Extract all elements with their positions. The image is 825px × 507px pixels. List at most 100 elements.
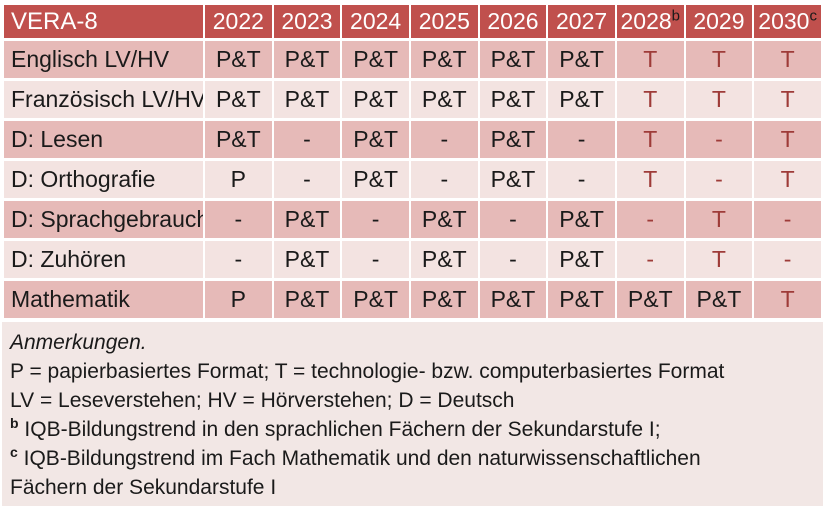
table-row: Englisch LV/HV P&T P&T P&T P&T P&T P&T T T T [2, 38, 823, 81]
year-label: 2029 [693, 8, 745, 34]
value-cell: P&T [271, 238, 343, 281]
value-cell: P&T [408, 78, 480, 121]
value-cell: T [752, 158, 823, 201]
value-cell: - [546, 158, 617, 201]
value-cell: - [752, 198, 823, 241]
value-cell: P&T [408, 238, 480, 281]
year-footnote-marker: c [809, 7, 817, 25]
year-header: 2024 [340, 2, 411, 41]
year-label: 2022 [212, 8, 264, 34]
table-row: D: Lesen P&T - P&T - P&T - T - T [2, 118, 823, 161]
year-header: 2030c [752, 2, 823, 41]
year-label: 2028 [620, 8, 672, 34]
value-cell: P&T [546, 278, 617, 321]
footnote-c: c IQB-Bildungstrend im Fach Mathematik u… [10, 444, 710, 502]
value-cell: P&T [340, 38, 411, 81]
value-cell: P&T [203, 38, 274, 81]
value-cell: - [683, 118, 755, 161]
row-label: Englisch LV/HV [2, 38, 205, 81]
value-cell: - [203, 238, 274, 281]
value-cell: - [683, 158, 755, 201]
row-label: D: Orthografie [2, 158, 205, 201]
note-line-formats: P = papierbasiertes Format; T = technolo… [10, 360, 725, 383]
value-cell: - [546, 118, 617, 161]
value-cell: P&T [271, 38, 343, 81]
value-cell: P&T [546, 78, 617, 121]
table-row: D: Sprachgebrauch - P&T - P&T - P&T - T - [2, 198, 823, 241]
row-label: D: Lesen [2, 118, 205, 161]
value-cell: T [752, 118, 823, 161]
row-label: D: Zuhören [2, 238, 205, 281]
footnote-c-marker: c [10, 444, 18, 460]
value-cell: P&T [203, 78, 274, 121]
value-cell: T [614, 78, 686, 121]
value-cell: P&T [340, 78, 411, 121]
year-header: 2023 [271, 2, 343, 41]
value-cell: P [203, 278, 274, 321]
value-cell: - [340, 198, 411, 241]
value-cell: T [752, 278, 823, 321]
footnote-b-marker: b [10, 415, 19, 431]
value-cell: P&T [683, 278, 755, 321]
value-cell: - [614, 238, 686, 281]
value-cell: P&T [203, 118, 274, 161]
value-cell: - [340, 238, 411, 281]
value-cell: P&T [408, 38, 480, 81]
year-label: 2027 [556, 8, 608, 34]
year-header: 2029 [683, 2, 755, 41]
value-cell: - [408, 158, 480, 201]
footnote-b-text: IQB-Bildungstrend in den sprachlichen Fä… [24, 418, 661, 441]
year-header: 2026 [477, 2, 549, 41]
value-cell: T [614, 118, 686, 161]
value-cell: P&T [340, 278, 411, 321]
table-title: VERA-8 [2, 2, 205, 41]
row-label: Mathematik [2, 278, 205, 321]
value-cell: T [683, 78, 755, 121]
value-cell: P [203, 158, 274, 201]
year-header: 2022 [203, 2, 274, 41]
value-cell: P&T [546, 38, 617, 81]
value-cell: - [203, 198, 274, 241]
vera8-table: VERA-8 2022 2023 2024 2025 2026 2027 2028b 2029… [2, 2, 823, 321]
row-label: D: Sprachgebrauch [2, 198, 205, 241]
value-cell: P&T [340, 118, 411, 161]
footnote-b: b IQB-Bildungstrend in den sprachlichen … [10, 415, 813, 444]
year-label: 2024 [350, 8, 402, 34]
table-row: D: Zuhören - P&T - P&T - P&T - T - [2, 238, 823, 281]
value-cell: P&T [477, 38, 549, 81]
value-cell: - [271, 118, 343, 161]
year-header: 2025 [408, 2, 480, 41]
notes-section: Anmerkungen. P = papierbasiertes Format;… [2, 322, 823, 506]
value-cell: P&T [477, 118, 549, 161]
value-cell: T [683, 238, 755, 281]
value-cell: P&T [477, 158, 549, 201]
value-cell: P&T [408, 198, 480, 241]
table-row: D: Orthografie P - P&T - P&T - T - T [2, 158, 823, 201]
year-header: 2027 [546, 2, 617, 41]
value-cell: P&T [271, 278, 343, 321]
value-cell: P&T [477, 78, 549, 121]
value-cell: P&T [477, 278, 549, 321]
value-cell: T [614, 158, 686, 201]
year-label: 2030 [758, 8, 810, 34]
footnote-c-text: IQB-Bildungstrend im Fach Mathematik und… [10, 447, 701, 499]
value-cell: - [271, 158, 343, 201]
year-label: 2025 [418, 8, 470, 34]
value-cell: T [614, 38, 686, 81]
year-header: 2028b [614, 2, 686, 41]
value-cell: P&T [271, 78, 343, 121]
value-cell: P&T [546, 198, 617, 241]
value-cell: P&T [546, 238, 617, 281]
table-row: Französisch LV/HV P&T P&T P&T P&T P&T P&T T T T [2, 78, 823, 121]
value-cell: P&T [340, 158, 411, 201]
value-cell: T [752, 38, 823, 81]
value-cell: - [408, 118, 480, 161]
value-cell: T [752, 78, 823, 121]
year-footnote-marker: b [671, 7, 681, 25]
value-cell: T [683, 198, 755, 241]
value-cell: T [683, 38, 755, 81]
value-cell: - [614, 198, 686, 241]
value-cell: - [477, 238, 549, 281]
year-label: 2026 [487, 8, 539, 34]
value-cell: - [752, 238, 823, 281]
